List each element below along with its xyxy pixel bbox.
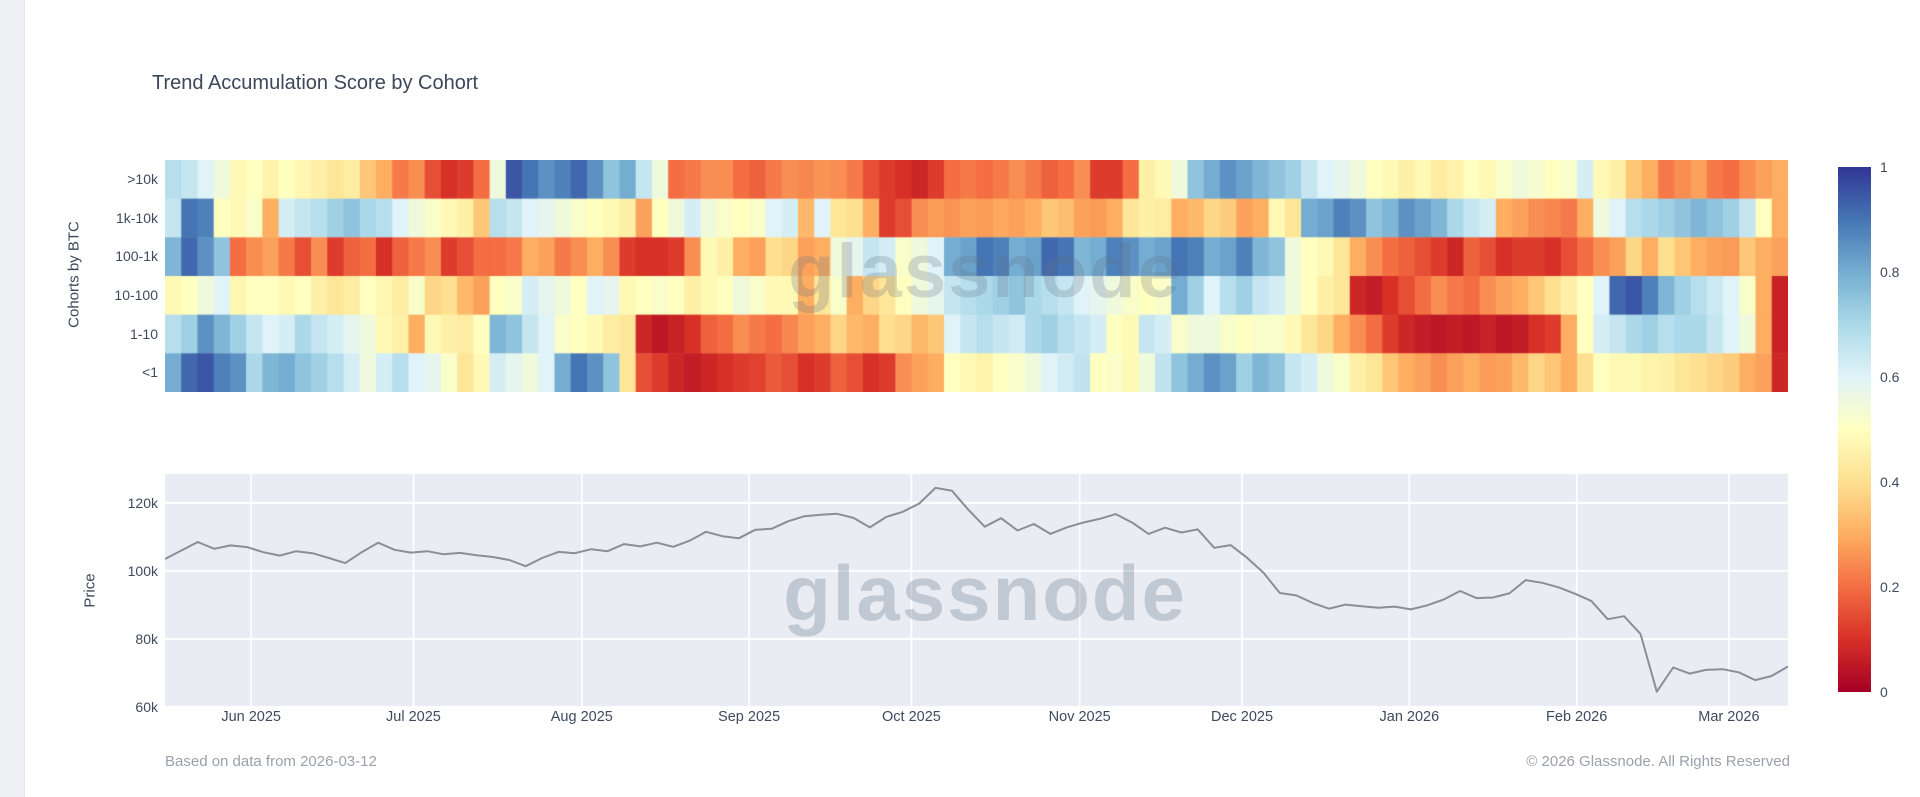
- x-axis-tick: Nov 2025: [1048, 709, 1111, 725]
- heatmap-row-label: 10-100: [114, 287, 158, 303]
- price-chart[interactable]: [165, 474, 1788, 708]
- price-y-tick: 80k: [135, 631, 158, 647]
- x-axis-tick: Feb 2026: [1546, 709, 1608, 725]
- colorbar-tick: 0: [1880, 684, 1888, 700]
- x-axis-tick: Jan 2026: [1379, 709, 1440, 725]
- x-axis-tick: Jul 2025: [386, 709, 441, 725]
- colorbar: [1838, 167, 1871, 692]
- colorbar-tick: 0.8: [1880, 264, 1900, 280]
- sidebar-sliver: [0, 0, 25, 797]
- colorbar-tick: 0.2: [1880, 579, 1900, 595]
- x-axis-tick: Mar 2026: [1698, 709, 1760, 725]
- heatmap-row-label: 100-1k: [115, 248, 158, 264]
- x-axis-tick: Aug 2025: [550, 709, 613, 725]
- data-source-note: Based on data from 2026-03-12: [165, 753, 377, 770]
- heatmap-y-axis-title: Cohorts by BTC: [65, 221, 83, 328]
- colorbar-tick: 0.6: [1880, 369, 1900, 385]
- heatmap-row-label: 1k-10k: [115, 209, 158, 226]
- heatmap-canvas[interactable]: [165, 160, 1788, 392]
- colorbar-tick: 0.4: [1880, 474, 1900, 490]
- colorbar-tick: 1: [1880, 159, 1888, 175]
- x-axis-tick: Oct 2025: [881, 709, 941, 725]
- x-axis-tick: Jun 2025: [221, 709, 281, 725]
- heatmap-row-label: >10k: [127, 171, 158, 187]
- copyright-note: © 2026 Glassnode. All Rights Reserved: [1526, 753, 1790, 770]
- x-axis-tick: Sep 2025: [718, 709, 781, 725]
- heatmap-row-label: <1: [142, 364, 158, 380]
- price-y-tick: 100k: [127, 563, 158, 579]
- price-y-tick: 60k: [135, 699, 158, 715]
- price-y-tick: 120k: [127, 495, 158, 511]
- page-title: Trend Accumulation Score by Cohort: [152, 72, 479, 94]
- x-axis-tick: Dec 2025: [1210, 709, 1274, 725]
- heatmap-row-label: 1-10: [129, 325, 158, 342]
